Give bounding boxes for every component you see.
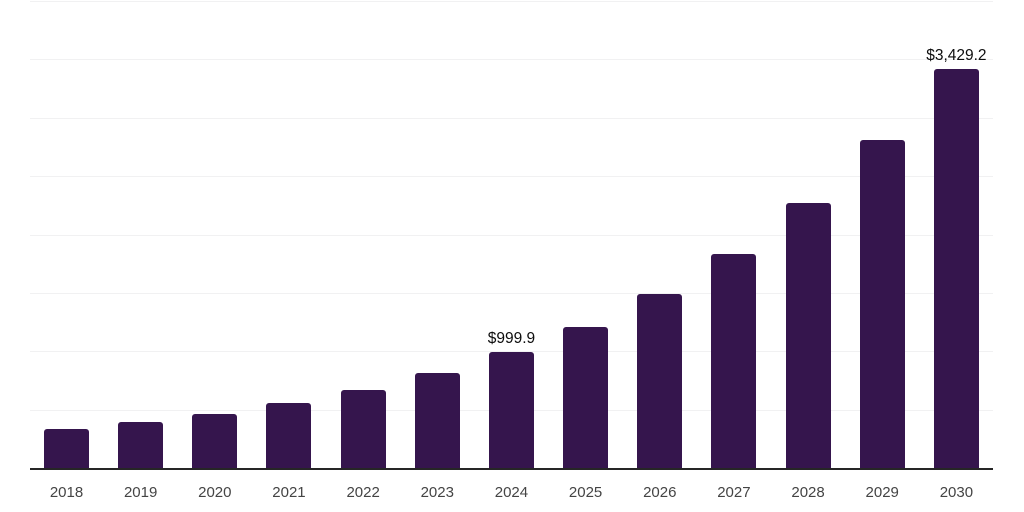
bar-rect-2025: [563, 326, 609, 469]
plot-area: $999.9 $3,429.2: [30, 1, 993, 470]
bar-2018: [44, 428, 89, 469]
x-tick-2023: 2023: [420, 484, 454, 501]
x-tick-2027: 2027: [717, 484, 751, 501]
bar-2022: [340, 389, 386, 469]
bar-2030: $3,429.2: [926, 47, 987, 469]
gridline-1500: [30, 292, 993, 294]
bar-rect-2022: [340, 389, 386, 469]
x-tick-2025: 2025: [568, 484, 603, 501]
x-tick-2018: 2018: [49, 484, 84, 501]
bar-rect-2030: [933, 68, 979, 469]
bar-rect-2021: [266, 402, 312, 469]
x-tick-2029: 2029: [865, 484, 899, 501]
bar-2019: [118, 421, 164, 469]
bar-2023: [414, 372, 460, 469]
bars-container: $999.9 $3,429.2: [30, 2, 993, 469]
bar-2025: [563, 326, 609, 469]
bar-rect-2018: [44, 428, 89, 469]
x-tick-2019: 2019: [123, 484, 158, 501]
bar-2027: [711, 254, 757, 469]
bar-rect-2026: [637, 294, 683, 469]
bar-rect-2027: [711, 254, 757, 469]
data-label-2030: $3,429.2: [926, 46, 987, 64]
bar-2024: $999.9: [488, 330, 535, 469]
bar-rect-2023: [414, 372, 460, 469]
bar-2028: [785, 202, 831, 469]
x-tick-2026: 2026: [643, 484, 677, 501]
gridline-1000: [30, 351, 993, 353]
x-axis-line: [30, 468, 993, 470]
x-tick-2021: 2021: [272, 484, 306, 501]
bar-2026: [637, 294, 683, 469]
bar-rect-2028: [785, 202, 831, 469]
bar-rect-2020: [192, 414, 238, 469]
x-tick-2020: 2020: [198, 484, 232, 501]
gridline-2000: [30, 234, 993, 236]
x-tick-2022: 2022: [346, 484, 380, 501]
gridline-2500: [30, 176, 993, 178]
bar-2021: [266, 402, 312, 469]
gridline-4000: [30, 1, 993, 2]
x-axis-tick-labels: 2018 2019 2020 2021 2022 2023 2024 2025 2026 2027…: [30, 484, 993, 501]
x-tick-2030: 2030: [939, 484, 974, 501]
bar-rect-2024: [488, 352, 534, 469]
gridline-3000: [30, 117, 993, 119]
x-tick-2028: 2028: [791, 484, 825, 501]
x-tick-2024: 2024: [494, 484, 529, 501]
bar-2020: [192, 414, 238, 469]
gridline-3500: [30, 59, 993, 61]
bar-rect-2019: [118, 421, 164, 469]
data-label-2024: $999.9: [487, 330, 536, 348]
bar-rect-2029: [859, 139, 905, 469]
bar-2029: [859, 139, 905, 469]
